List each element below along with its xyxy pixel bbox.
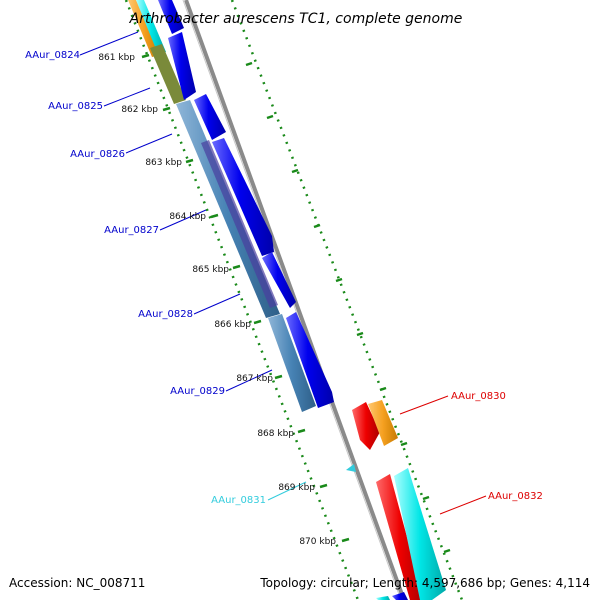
gene-label-aaur-0826[interactable]: AAur_0826 <box>70 149 125 160</box>
map-title: Arthrobacter aurescens TC1, complete gen… <box>129 11 463 27</box>
topology-text: Topology: circular; Length: 4,597,686 bp… <box>259 576 590 590</box>
tick-label: 870 kbp <box>299 537 336 547</box>
gene-label-aaur-0832[interactable]: AAur_0832 <box>488 491 543 502</box>
cds-forward-aaur-0825 <box>168 32 196 100</box>
gene-label-aaur-0824[interactable]: AAur_0824 <box>25 50 80 61</box>
tick-label: 865 kbp <box>192 265 229 275</box>
gene-label-aaur-0829[interactable]: AAur_0829 <box>170 386 225 397</box>
feature-orange-top <box>128 0 160 57</box>
feature-olive <box>150 44 186 104</box>
tick-label: 866 kbp <box>214 320 251 330</box>
tick-marks <box>141 53 451 554</box>
cds-forward-aaur-0826 <box>194 94 226 140</box>
gene-label-aaur-0825[interactable]: AAur_0825 <box>48 101 103 112</box>
cds-reverse-aaur-0830 <box>352 402 380 450</box>
cds-forward-aaur-0828 <box>262 252 296 308</box>
tick-label: 867 kbp <box>236 374 273 384</box>
feature-cyan-bottom <box>376 596 390 600</box>
cds-forward-aaur-0827 <box>212 138 274 256</box>
gene-label-aaur-0831[interactable]: AAur_0831 <box>211 495 266 506</box>
tick-label: 863 kbp <box>145 158 182 168</box>
gene-label-aaur-0827[interactable]: AAur_0827 <box>104 225 159 236</box>
tick-label: 862 kbp <box>121 105 158 115</box>
tick-label: 861 kbp <box>98 53 135 63</box>
gene-label-aaur-0828[interactable]: AAur_0828 <box>138 309 193 320</box>
tick-label: 864 kbp <box>169 212 206 222</box>
callout-lines <box>79 31 487 515</box>
feature-blue-top <box>158 0 184 34</box>
feature-steelblue-dark <box>201 140 278 308</box>
rna-marker-aaur-0831 <box>346 464 356 472</box>
accession-text: Accession: NC_008711 <box>9 576 145 590</box>
feature-blue-bottom <box>392 592 408 600</box>
gene-label-aaur-0830[interactable]: AAur_0830 <box>451 391 506 402</box>
cds-reverse-aaur-0832 <box>376 474 424 600</box>
tick-track-left <box>124 0 360 600</box>
feature-orange-aaur-0830b <box>368 400 398 446</box>
feature-cyan-top <box>136 0 166 54</box>
tick-track-right <box>230 0 464 600</box>
feature-steelblue-2 <box>268 314 316 412</box>
tick-label: 869 kbp <box>278 483 315 493</box>
cds-forward-aaur-0829 <box>286 312 334 408</box>
tick-label: 868 kbp <box>257 429 294 439</box>
feature-cyan-aaur-0832 <box>394 468 446 600</box>
